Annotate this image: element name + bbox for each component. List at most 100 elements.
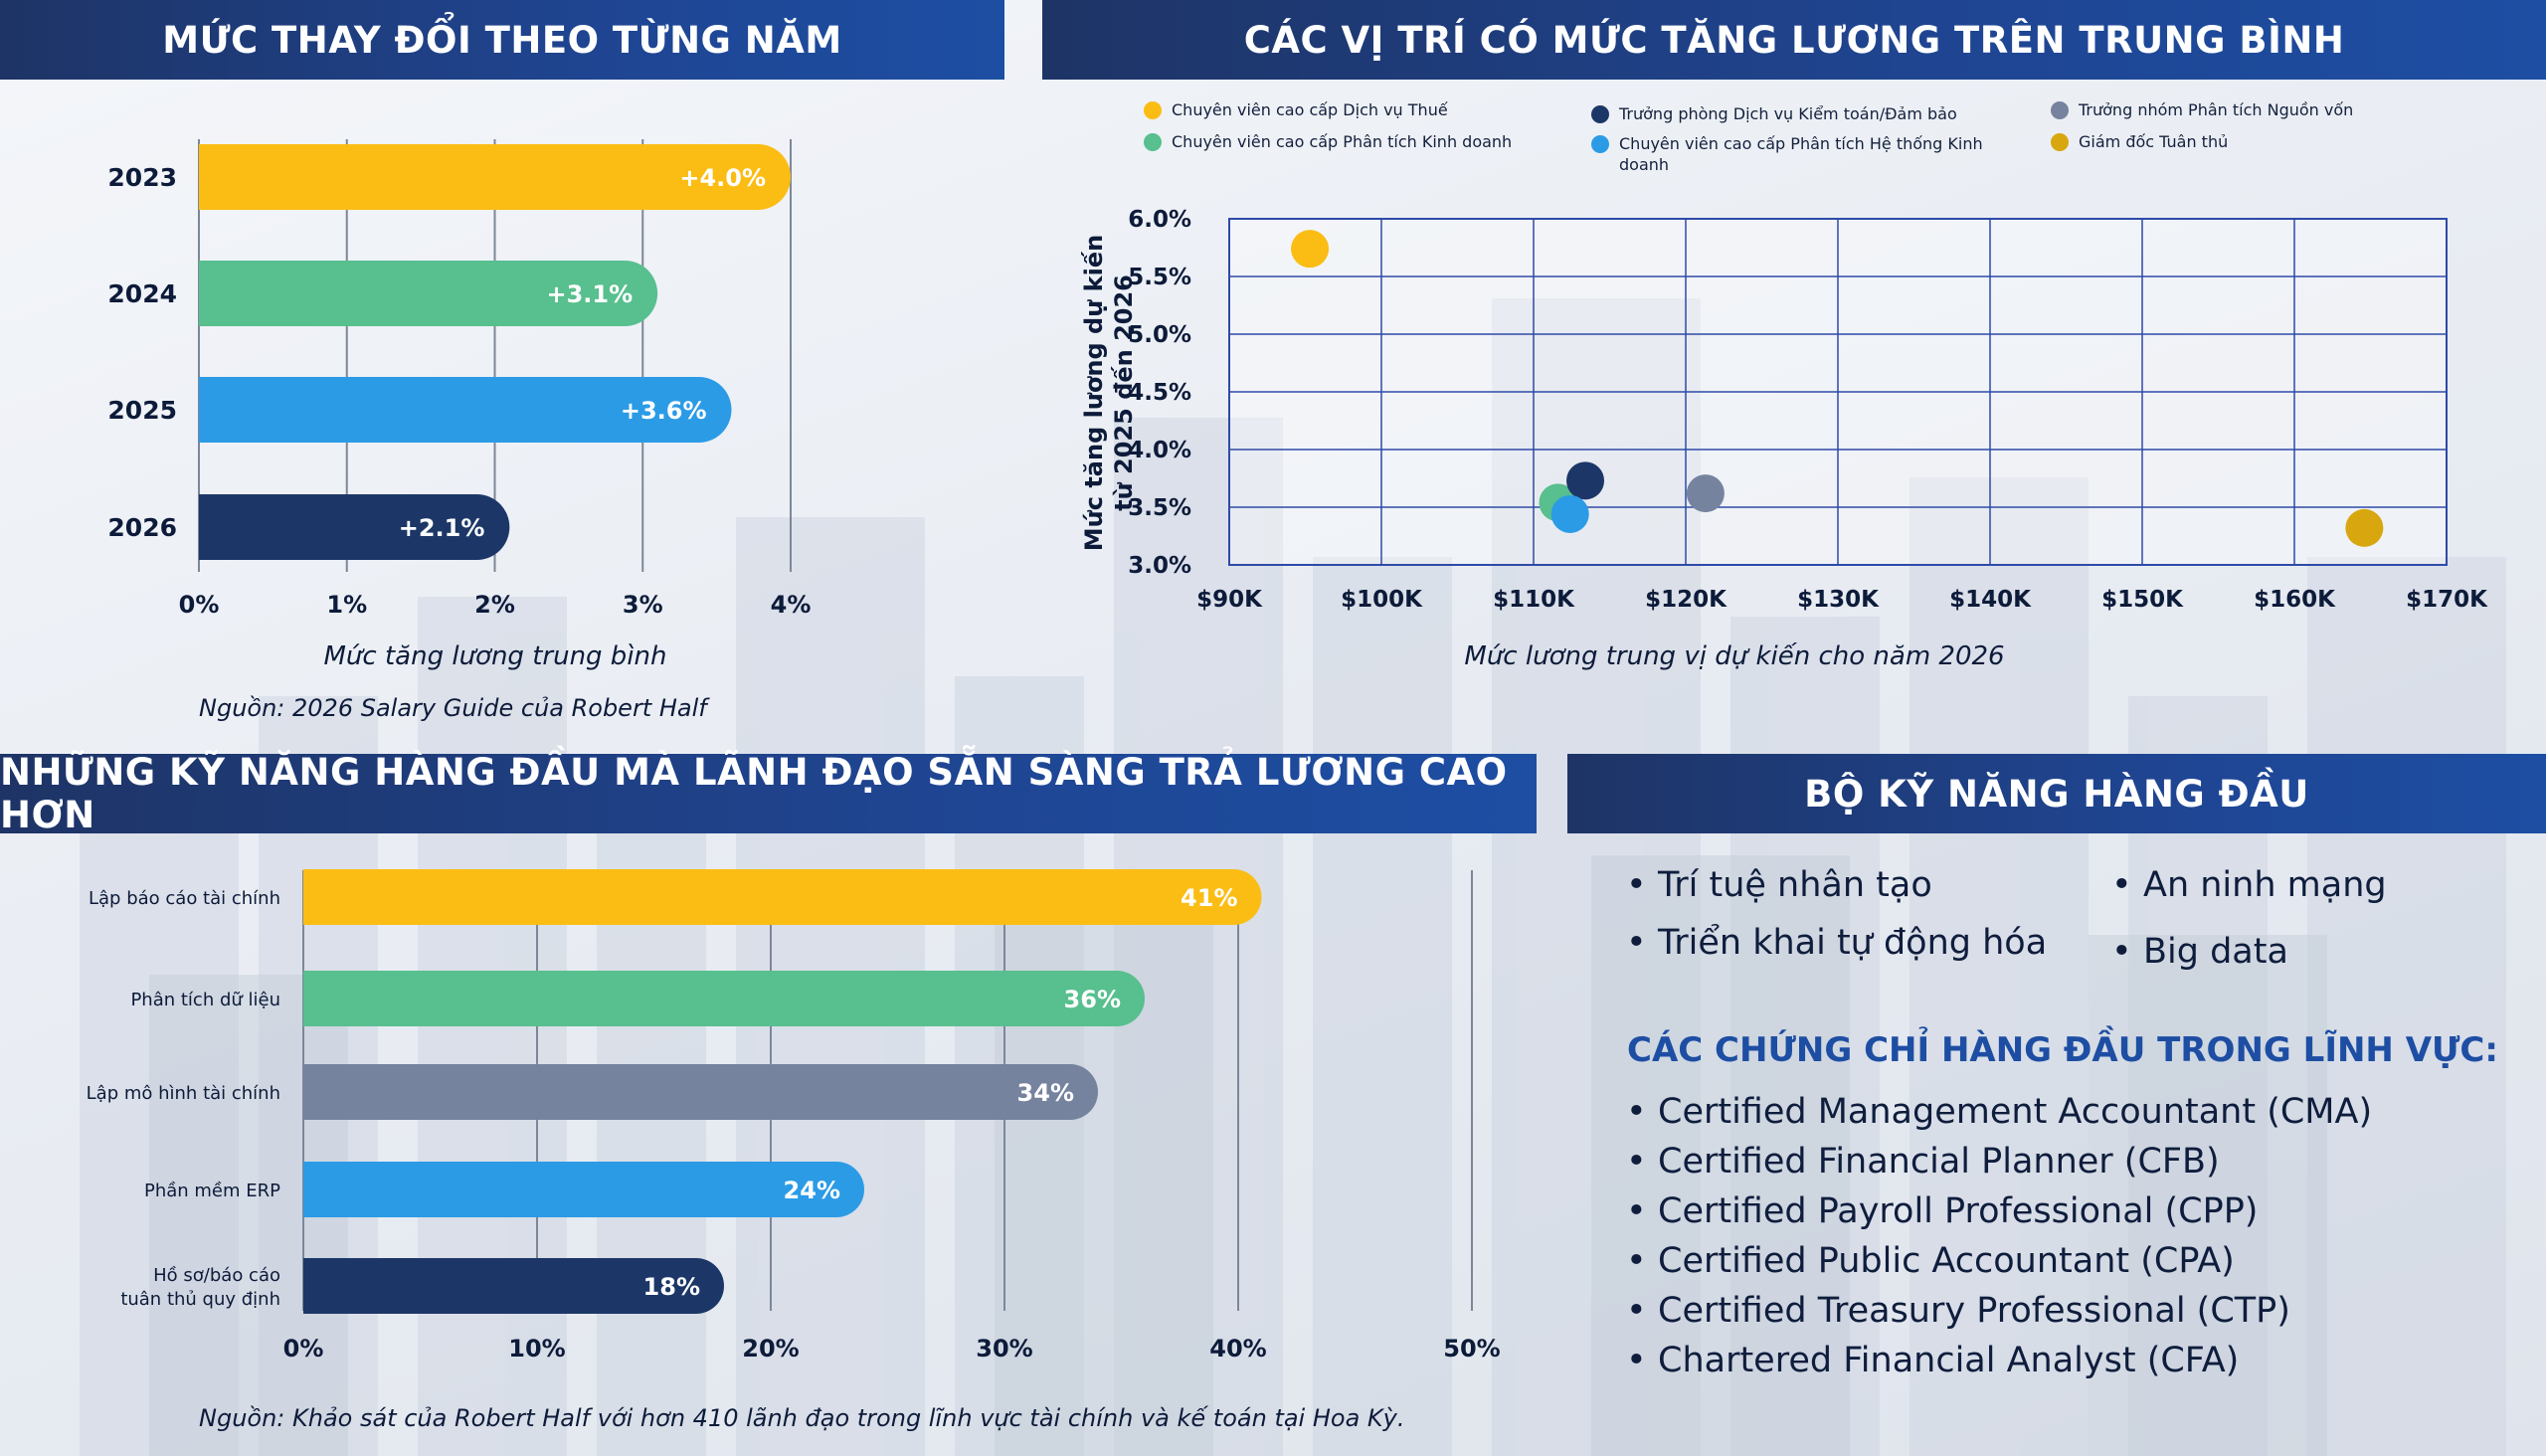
legend-label: Chuyên viên cao cấp Phân tích Kinh doanh [1172,132,1513,151]
data-label: +4.0% [679,164,766,192]
scatter-point [1686,474,1725,513]
x-tick-label: 1% [326,591,367,619]
bar [199,144,791,210]
x-tick-label: 40% [1209,1335,1266,1363]
data-label: 41% [1181,884,1237,912]
bar [303,869,1262,925]
x-tick-label: $100K [1341,587,1423,613]
scatter-point [1566,461,1605,500]
skill-item: Big data [2111,932,2288,972]
skill-item: Triển khai tự động hóa [1626,923,2047,963]
header-above-average-positions-text: CÁC VỊ TRÍ CÓ MỨC TĂNG LƯƠNG TRÊN TRUNG … [1243,18,2345,62]
positions-scatter-chart: $90K $100K $110K $120K $130K $140K $150K $160K $… [1080,207,2488,671]
legend-item: Trưởng phòng Dịch vụ Kiểm toán/Đảm bảo [1591,103,2019,124]
y-tick-label: 6.0% [1128,207,1191,233]
x-tick-label: 50% [1443,1335,1500,1363]
legend-label: Giám đốc Tuân thủ [2079,132,2229,151]
legend-item: Trưởng nhóm Phân tích Nguồn vốn [2051,99,2478,120]
certifications-title: CÁC CHỨNG CHỈ HÀNG ĐẦU TRONG LĨNH VỰC: [1627,1030,2498,1070]
bar [303,1162,864,1217]
category-label: Lập mô hình tài chính [87,1083,280,1104]
x-tick-label: $90K [1196,587,1263,613]
y-axis-label-line: Mức tăng lương dự kiến [1080,235,1108,551]
x-axis-label: Mức lương trung vị dự kiến cho năm 2026 [1464,641,2004,671]
category-label: 2025 [107,396,177,425]
legend-swatch [1591,135,1609,153]
bar [199,377,732,443]
y-axis-label: Mức tăng lương dự kiến từ 2025 đến 2026 [1080,235,1138,551]
data-label: 36% [1064,986,1121,1013]
scatter-point [1550,494,1589,533]
certification-item: Certified Management Accountant (CMA) [1626,1092,2372,1132]
skill-item: Trí tuệ nhân tạo [1626,865,1932,905]
legend-swatch [1144,101,1162,119]
legend-item: Chuyên viên cao cấp Phân tích Hệ thống K… [1591,133,1989,175]
data-label: +3.1% [546,280,633,308]
x-tick-label: 20% [742,1335,799,1363]
data-label: +2.1% [399,514,485,542]
y-tick-label: 3.5% [1128,495,1191,521]
x-axis-label: Mức tăng lương trung bình [324,641,667,671]
data-label: 34% [1017,1079,1074,1107]
y-tick-label: 3.0% [1128,553,1191,579]
legend-swatch [1591,105,1609,123]
certification-item: Chartered Financial Analyst (CFA) [1626,1341,2239,1380]
legend-label: Chuyên viên cao cấp Dịch vụ Thuế [1172,100,1448,119]
legend-swatch [2051,133,2069,151]
x-tick-label: 4% [771,591,812,619]
y-tick-label: 4.5% [1128,380,1191,406]
x-tick-label: $160K [2254,587,2336,613]
x-tick-label: 0% [283,1335,324,1363]
x-tick-label: 2% [474,591,515,619]
header-yearly-change-text: MỨC THAY ĐỔI THEO TỪNG NĂM [162,18,842,62]
bar [199,261,658,326]
x-tick-label: $130K [1797,587,1880,613]
header-top-skills-text: BỘ KỸ NĂNG HÀNG ĐẦU [1804,772,2309,816]
skills-bar-chart: 0% 10% 20% 30% 40% 50% Lập báo cáo tài chính 41… [87,869,1501,1363]
bar [303,971,1145,1026]
x-tick-label: 0% [179,591,220,619]
category-label: 2023 [107,163,177,192]
y-axis-label-line: từ 2025 đến 2026 [1110,274,1138,511]
legend-item: Giám đốc Tuân thủ [2051,131,2478,152]
category-label: Phần mềm ERP [144,1181,280,1201]
positions-legend: Chuyên viên cao cấp Dịch vụ Thuế Chuyên v… [1144,99,2536,189]
data-label: 24% [784,1177,840,1204]
certification-item: Certified Public Accountant (CPA) [1626,1241,2235,1281]
legend-swatch [1144,133,1162,151]
header-top-skills: BỘ KỸ NĂNG HÀNG ĐẦU [1567,754,2546,833]
header-above-average-positions: CÁC VỊ TRÍ CÓ MỨC TĂNG LƯƠNG TRÊN TRUNG … [1042,0,2546,80]
data-label: 18% [643,1273,700,1301]
legend-item: Chuyên viên cao cấp Phân tích Kinh doanh [1144,131,1571,152]
y-tick-label: 4.0% [1128,438,1191,463]
header-skills-paid-more: NHỮNG KỸ NĂNG HÀNG ĐẦU MÀ LÃNH ĐẠO SẴN S… [0,751,1537,836]
legend-label: Chuyên viên cao cấp Phân tích Hệ thống K… [1619,134,1983,174]
skills-source-note: Nguồn: Khảo sát của Robert Half với hơn … [199,1404,1405,1432]
bar [303,1258,724,1314]
legend-label: Trưởng nhóm Phân tích Nguồn vốn [2079,100,2354,119]
category-label: 2024 [107,279,177,308]
yearly-source-note: Nguồn: 2026 Salary Guide của Robert Half [199,694,707,722]
category-label: Hồ sơ/báo cáo [153,1265,280,1286]
x-tick-label: $170K [2406,587,2488,613]
bar [303,1064,1098,1120]
category-label: Phân tích dữ liệu [130,990,280,1010]
category-label: Lập báo cáo tài chính [89,888,280,909]
legend-label: Trưởng phòng Dịch vụ Kiểm toán/Đảm bảo [1619,104,1957,123]
x-tick-label: 30% [976,1335,1032,1363]
x-tick-label: 10% [508,1335,565,1363]
scatter-point [2345,508,2384,547]
header-yearly-change: MỨC THAY ĐỔI THEO TỪNG NĂM [0,0,1004,80]
bar [199,494,510,560]
certification-item: Certified Payroll Professional (CPP) [1626,1191,2258,1231]
data-label: +3.6% [621,397,707,425]
x-tick-label: $150K [2101,587,2184,613]
y-tick-label: 5.0% [1128,322,1191,348]
legend-swatch [2051,101,2069,119]
legend-item: Chuyên viên cao cấp Dịch vụ Thuế [1144,99,1571,120]
yearly-change-chart: 0% 1% 2% 3% 4% 2023 +4.0% 2024 +3.1% 2025 +3.6% 202… [107,139,812,671]
category-label: tuân thủ quy định [120,1289,280,1310]
x-tick-label: $140K [1949,587,2032,613]
skill-item: An ninh mạng [2111,865,2387,905]
x-tick-label: $120K [1645,587,1728,613]
